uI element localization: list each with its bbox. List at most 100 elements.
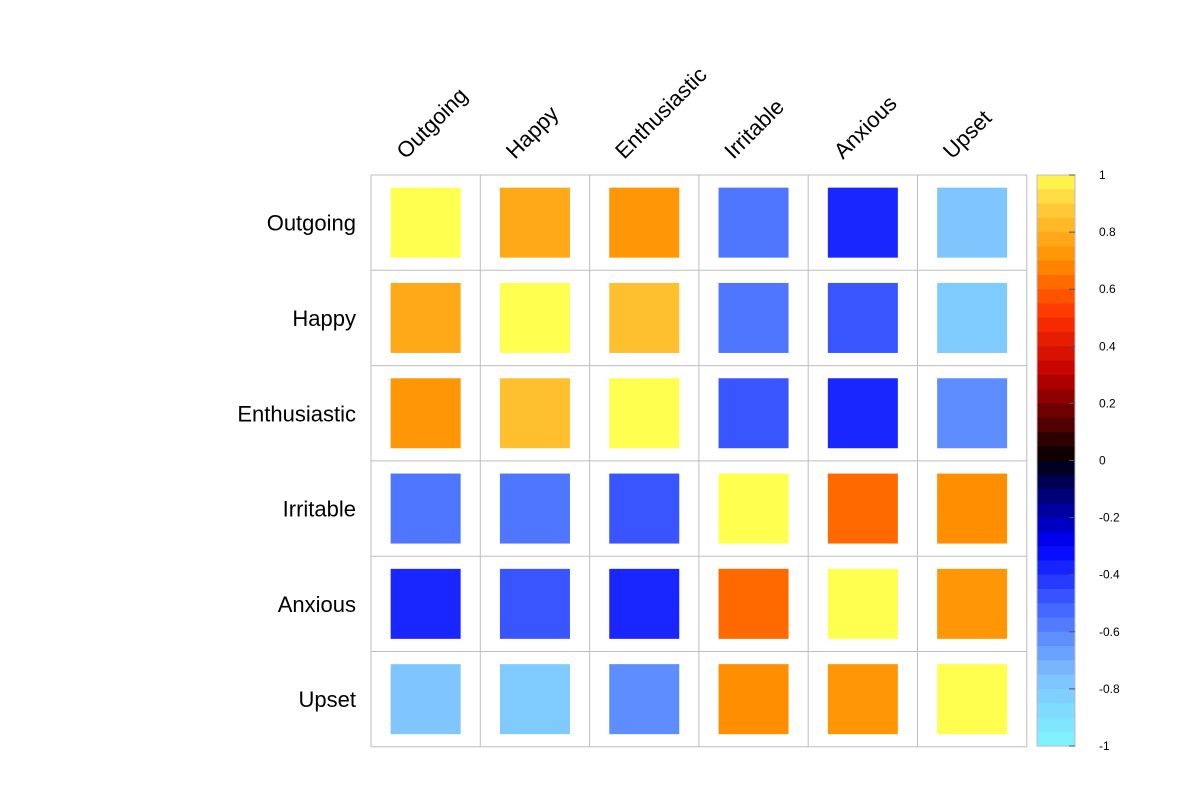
heatmap-cell-outgoing-outgoing bbox=[390, 187, 461, 258]
column-label-happy: Happy bbox=[501, 101, 564, 164]
heatmap-cell-upset-enthusiastic bbox=[609, 664, 680, 735]
colorbar-tick-label: -1 bbox=[1099, 739, 1110, 753]
heatmap-cell-anxious-happy bbox=[499, 568, 570, 639]
colorbar-tick-label: 0.6 bbox=[1099, 282, 1116, 296]
colorbar-segment bbox=[1037, 560, 1075, 576]
colorbar-segment bbox=[1037, 446, 1075, 462]
column-label-outgoing: Outgoing bbox=[392, 83, 473, 164]
heatmap-cell-irritable-happy bbox=[499, 473, 570, 544]
colorbar-segment bbox=[1037, 588, 1075, 604]
heatmap-cell-irritable-outgoing bbox=[390, 473, 461, 544]
colorbar-segment bbox=[1037, 217, 1075, 233]
heatmap-cell-outgoing-happy bbox=[499, 187, 570, 258]
colorbar-segment bbox=[1037, 646, 1075, 661]
row-label-enthusiastic: Enthusiastic bbox=[237, 401, 356, 426]
colorbar-segment bbox=[1037, 274, 1075, 290]
heatmap-cell-happy-outgoing bbox=[390, 282, 461, 353]
colorbar-tick-label: -0.4 bbox=[1099, 568, 1120, 582]
colorbar-segment bbox=[1037, 617, 1075, 633]
heatmap-cell-upset-upset bbox=[937, 664, 1008, 735]
colorbar-segment bbox=[1037, 332, 1075, 347]
colorbar-segment bbox=[1037, 232, 1075, 247]
row-label-happy: Happy bbox=[292, 306, 356, 331]
heatmap-cell-irritable-irritable bbox=[718, 473, 789, 544]
colorbar-segment bbox=[1037, 389, 1075, 404]
heatmap-cell-happy-happy bbox=[499, 282, 570, 353]
colorbar-tick-label: -0.6 bbox=[1099, 625, 1120, 639]
colorbar: 1 0.8 0.6 0.4 0.2 0 -0.2 -0.4 -0.6 -0.8 -1 bbox=[1036, 168, 1120, 753]
colorbar-segment bbox=[1037, 203, 1075, 219]
colorbar-tick-label: -0.8 bbox=[1099, 682, 1120, 696]
column-label-enthusiastic: Enthusiastic bbox=[610, 62, 712, 164]
row-label-irritable: Irritable bbox=[283, 497, 356, 522]
colorbar-segment bbox=[1037, 289, 1075, 305]
column-label-anxious: Anxious bbox=[829, 91, 902, 164]
heatmap-cell-enthusiastic-irritable bbox=[718, 378, 789, 449]
colorbar-segment bbox=[1037, 489, 1075, 504]
heatmap-cell-happy-irritable bbox=[718, 282, 789, 353]
heatmap-cell-happy-anxious bbox=[827, 282, 898, 353]
colorbar-segment bbox=[1037, 546, 1075, 562]
colorbar-segment bbox=[1037, 703, 1075, 719]
heatmap-cell-outgoing-irritable bbox=[718, 187, 789, 258]
heatmap-cell-enthusiastic-outgoing bbox=[390, 378, 461, 449]
heatmap-cell-irritable-anxious bbox=[827, 473, 898, 544]
colorbar-tick-label: 0.4 bbox=[1099, 339, 1116, 353]
heatmap-cell-enthusiastic-anxious bbox=[827, 378, 898, 449]
colorbar-segment bbox=[1037, 688, 1075, 704]
grid bbox=[370, 174, 1028, 748]
colorbar-segment bbox=[1037, 631, 1075, 647]
row-labels: Outgoing Happy Enthusiastic Irritable Anxiou… bbox=[237, 211, 356, 713]
heatmap-cell-outgoing-enthusiastic bbox=[609, 187, 680, 258]
heatmap-cells bbox=[390, 187, 1008, 735]
heatmap-cell-anxious-anxious bbox=[827, 568, 898, 639]
colorbar-segment bbox=[1037, 474, 1075, 490]
column-label-irritable: Irritable bbox=[719, 94, 789, 164]
heatmap-cell-upset-anxious bbox=[827, 664, 898, 735]
colorbar-tick-label: 0 bbox=[1099, 454, 1106, 468]
colorbar-segment bbox=[1037, 431, 1075, 447]
heatmap-cell-upset-irritable bbox=[718, 664, 789, 735]
colorbar-segment bbox=[1037, 317, 1075, 333]
colorbar-segment bbox=[1037, 503, 1075, 519]
heatmap-cell-irritable-enthusiastic bbox=[609, 473, 680, 544]
colorbar-segment bbox=[1037, 660, 1075, 676]
colorbar-segment bbox=[1037, 731, 1075, 747]
heatmap-cell-upset-outgoing bbox=[390, 664, 461, 735]
heatmap-cell-anxious-upset bbox=[937, 568, 1008, 639]
colorbar-segment bbox=[1037, 260, 1075, 276]
heatmap-cell-enthusiastic-enthusiastic bbox=[609, 378, 680, 449]
colorbar-segment bbox=[1037, 460, 1075, 476]
colorbar-segment bbox=[1037, 717, 1075, 733]
colorbar-segment bbox=[1037, 246, 1075, 262]
colorbar-tick-label: 1 bbox=[1099, 168, 1106, 182]
colorbar-segment bbox=[1037, 674, 1075, 690]
colorbar-segment bbox=[1037, 189, 1075, 205]
heatmap-cell-enthusiastic-happy bbox=[499, 378, 570, 449]
heatmap-cell-outgoing-anxious bbox=[827, 187, 898, 258]
colorbar-tick-label: 0.8 bbox=[1099, 225, 1116, 239]
colorbar-tick-label: -0.2 bbox=[1099, 511, 1120, 525]
colorbar-segment bbox=[1037, 517, 1075, 533]
heatmap-cell-irritable-upset bbox=[937, 473, 1008, 544]
colorbar-segment bbox=[1037, 360, 1075, 376]
colorbar-segment bbox=[1037, 303, 1075, 319]
colorbar-segment bbox=[1037, 531, 1075, 547]
colorbar-segment bbox=[1037, 374, 1075, 390]
row-label-anxious: Anxious bbox=[278, 592, 356, 617]
colorbar-segment bbox=[1037, 603, 1075, 619]
row-label-outgoing: Outgoing bbox=[267, 211, 356, 236]
heatmap-cell-anxious-irritable bbox=[718, 568, 789, 639]
colorbar-segment bbox=[1037, 417, 1075, 433]
colorbar-segment bbox=[1037, 346, 1075, 362]
column-label-upset: Upset bbox=[938, 105, 996, 163]
heatmap-cell-anxious-enthusiastic bbox=[609, 568, 680, 639]
colorbar-segment bbox=[1037, 403, 1075, 419]
row-label-upset: Upset bbox=[299, 687, 356, 712]
heatmap-cell-upset-happy bbox=[499, 664, 570, 735]
heatmap-cell-happy-enthusiastic bbox=[609, 282, 680, 353]
colorbar-segment bbox=[1037, 574, 1075, 590]
colorbar-tick-label: 0.2 bbox=[1099, 396, 1116, 410]
heatmap-cell-outgoing-upset bbox=[937, 187, 1008, 258]
